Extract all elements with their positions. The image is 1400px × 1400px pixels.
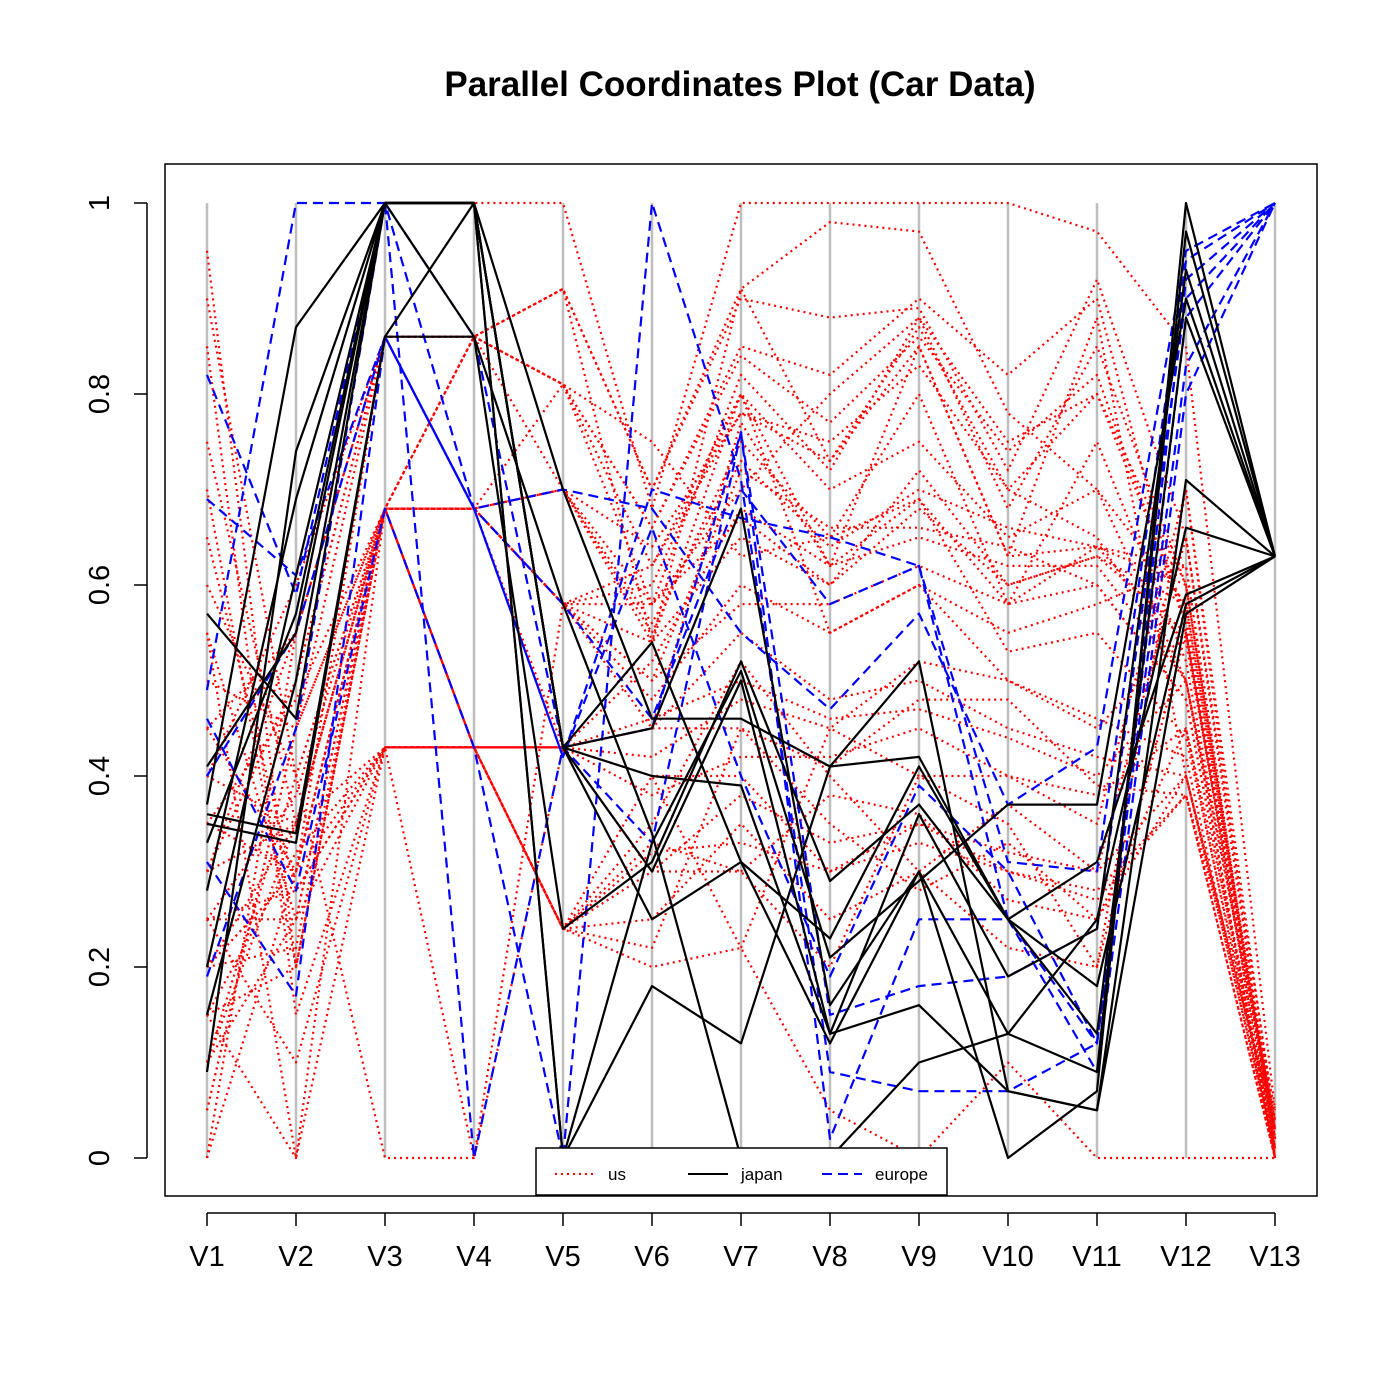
series-line-us-4 [207,698,1277,1121]
y-tick-label: 0.2 [84,947,116,987]
x-tick-label-v10: V10 [982,1241,1034,1273]
x-tick-label-v11: V11 [1072,1241,1121,1273]
legend-label-us: us [608,1165,626,1184]
y-axis: 0 0.2 0.4 0.6 0.8 1 [84,195,148,1166]
x-tick-label-v7: V7 [723,1241,758,1273]
y-tick-label: 0.4 [84,756,116,796]
series-line-us-24 [206,507,1277,1149]
series-line-japan-10 [205,201,1276,1112]
series-line-us-26 [206,727,1277,1121]
x-tick-label-v3: V3 [367,1241,402,1273]
series-line-us-34 [206,660,1277,1159]
x-tick-label-v2: V2 [278,1241,313,1273]
y-tick-label: 0 [84,1150,116,1166]
series-lines [205,201,1277,1160]
series-line-us-7 [206,488,1277,1160]
legend-label-europe: europe [875,1165,928,1184]
x-tick-label-v13: V13 [1249,1241,1301,1273]
x-tick-label-v9: V9 [901,1241,936,1273]
legend: us japan europe [535,1147,948,1196]
y-tick-label: 0.8 [84,374,116,414]
series-line-us-36 [206,459,1277,1130]
series-line-europe-7 [206,202,1276,1045]
series-line-us-14 [206,727,1277,1160]
x-tick-label-v5: V5 [545,1241,580,1273]
x-tick-label-v6: V6 [634,1241,669,1273]
series-line-us-21 [205,392,1277,1140]
x-tick-label-v1: V1 [189,1241,224,1273]
y-tick-label: 1 [84,195,116,211]
legend-label-japan: japan [740,1165,783,1184]
x-axis: V1 V2 V3 V4 V5 V6 V7 V8 V9 V10 V11 V12 V13 [189,1212,1301,1273]
y-tick-label: 0.6 [84,565,116,605]
series-line-europe-5 [206,201,1276,1160]
series-line-us-32 [205,298,1277,1140]
x-tick-label-v12: V12 [1160,1241,1212,1273]
legend-box [535,1147,948,1196]
series-line-japan-7 [206,316,1277,1035]
chart-title: Parallel Coordinates Plot (Car Data) [444,65,1035,104]
plot-frame [164,163,1318,1197]
series-line-us-30 [206,316,1277,1149]
x-tick-label-v4: V4 [456,1241,491,1273]
x-tick-label-v8: V8 [812,1241,847,1273]
